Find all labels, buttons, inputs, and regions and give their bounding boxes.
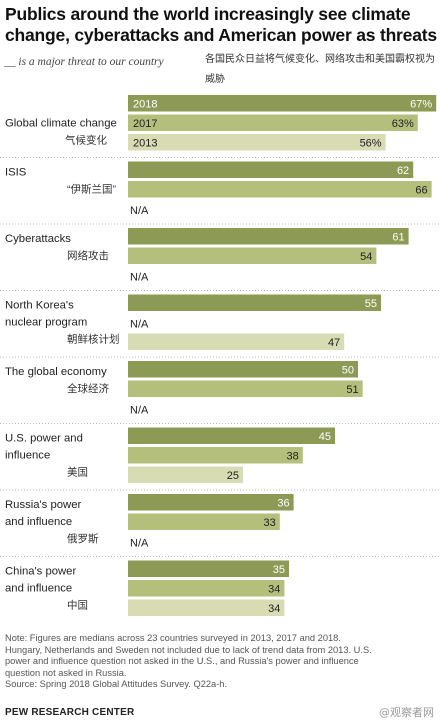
bar-2013 (128, 134, 386, 151)
category-label-zh: 气候变化 (65, 134, 107, 147)
chart-notes: Note: Figures are medians across 23 coun… (5, 633, 433, 691)
data-label: 33 (264, 517, 276, 529)
data-label: 55 (365, 298, 377, 310)
year-label: 2017 (133, 118, 157, 130)
category-label: The global economy (5, 366, 107, 378)
category-label: China's power (5, 566, 76, 578)
na-label: N/A (130, 538, 149, 550)
na-label: N/A (130, 405, 149, 417)
data-label: 50 (342, 365, 354, 377)
chart-subtitle-en: __ is a major threat to our country (4, 56, 164, 68)
data-label: 25 (227, 470, 239, 482)
category-label-zh: 全球经济 (67, 382, 109, 395)
data-label: 34 (268, 603, 280, 615)
year-label: 2013 (133, 138, 157, 150)
bar-2017 (128, 114, 418, 131)
na-label: N/A (130, 319, 149, 331)
note-line: question not asked in Russia. (5, 667, 127, 678)
data-label: 47 (328, 337, 340, 349)
na-label: N/A (130, 205, 149, 217)
bar-2018 (128, 560, 289, 577)
bar-2013 (128, 333, 345, 350)
bar-2017 (128, 447, 303, 464)
bar-2018 (128, 494, 294, 511)
category-label-zh: 网络攻击 (67, 249, 109, 262)
data-label: 63% (392, 118, 414, 130)
bar-2018 (128, 294, 381, 311)
data-label: 35 (273, 564, 285, 576)
bar-2018 (128, 427, 335, 444)
bar-chart: Global climate change 气候变化 67% 2018 63% 2017 5… (0, 95, 440, 616)
category-label: and influence (5, 583, 72, 595)
category-label-zh: 朝鲜核计划 (67, 333, 120, 346)
year-label: 2018 (133, 99, 157, 111)
source-line: Source: Spring 2018 Global Attitudes Sur… (5, 679, 228, 689)
category-label: influence (5, 450, 50, 462)
data-label: 34 (268, 584, 280, 596)
bar-2018 (128, 95, 437, 112)
bar-2013 (128, 599, 285, 616)
bar-2017 (128, 247, 377, 264)
data-label: 54 (360, 251, 372, 263)
category-label-zh: 美国 (67, 466, 88, 479)
bar-2017 (128, 181, 432, 198)
data-label: 51 (346, 384, 358, 396)
data-label: 38 (287, 451, 299, 463)
category-label: North Korea's (5, 300, 74, 312)
na-label: N/A (130, 272, 149, 284)
data-label: 62 (397, 165, 409, 177)
note-line: Note: Figures are medians across 23 coun… (5, 633, 341, 643)
bar-2017 (128, 513, 280, 530)
chart-title: Publics around the world increasingly se… (5, 4, 437, 45)
watermark: @观察者网 (379, 706, 434, 719)
data-label: 45 (319, 431, 331, 443)
data-label: 56% (360, 138, 382, 150)
category-label: nuclear program (5, 317, 87, 329)
bar-2018 (128, 161, 414, 178)
category-label: Russia's power (5, 499, 81, 511)
chart-subtitle-zh: 各国民众日益将气候变化、网络攻击和美国霸权视为威胁 (205, 54, 435, 85)
category-label: Cyberattacks (5, 233, 71, 245)
data-label: 36 (277, 498, 289, 510)
category-label: ISIS (5, 167, 27, 179)
category-label: U.S. power and (5, 433, 83, 445)
data-label: 61 (392, 232, 404, 244)
category-label-zh: 中国 (67, 599, 88, 612)
note-line: power and influence question not asked i… (5, 656, 359, 666)
category-label-zh: 俄罗斯 (67, 532, 99, 545)
bar-2018 (128, 361, 358, 378)
brand-logo-text: PEW RESEARCH CENTER (5, 707, 135, 718)
category-label-zh: “伊斯兰国” (67, 183, 116, 196)
bar-2017 (128, 580, 285, 597)
category-label: Global climate change (5, 118, 117, 130)
data-label: 66 (415, 185, 427, 197)
category-label: and influence (5, 516, 72, 528)
bar-2018 (128, 228, 409, 245)
data-label: 67% (410, 99, 432, 111)
bar-2017 (128, 380, 363, 397)
note-line: Hungary, Netherlands and Sweden not incl… (5, 644, 372, 655)
bar-2013 (128, 466, 243, 483)
